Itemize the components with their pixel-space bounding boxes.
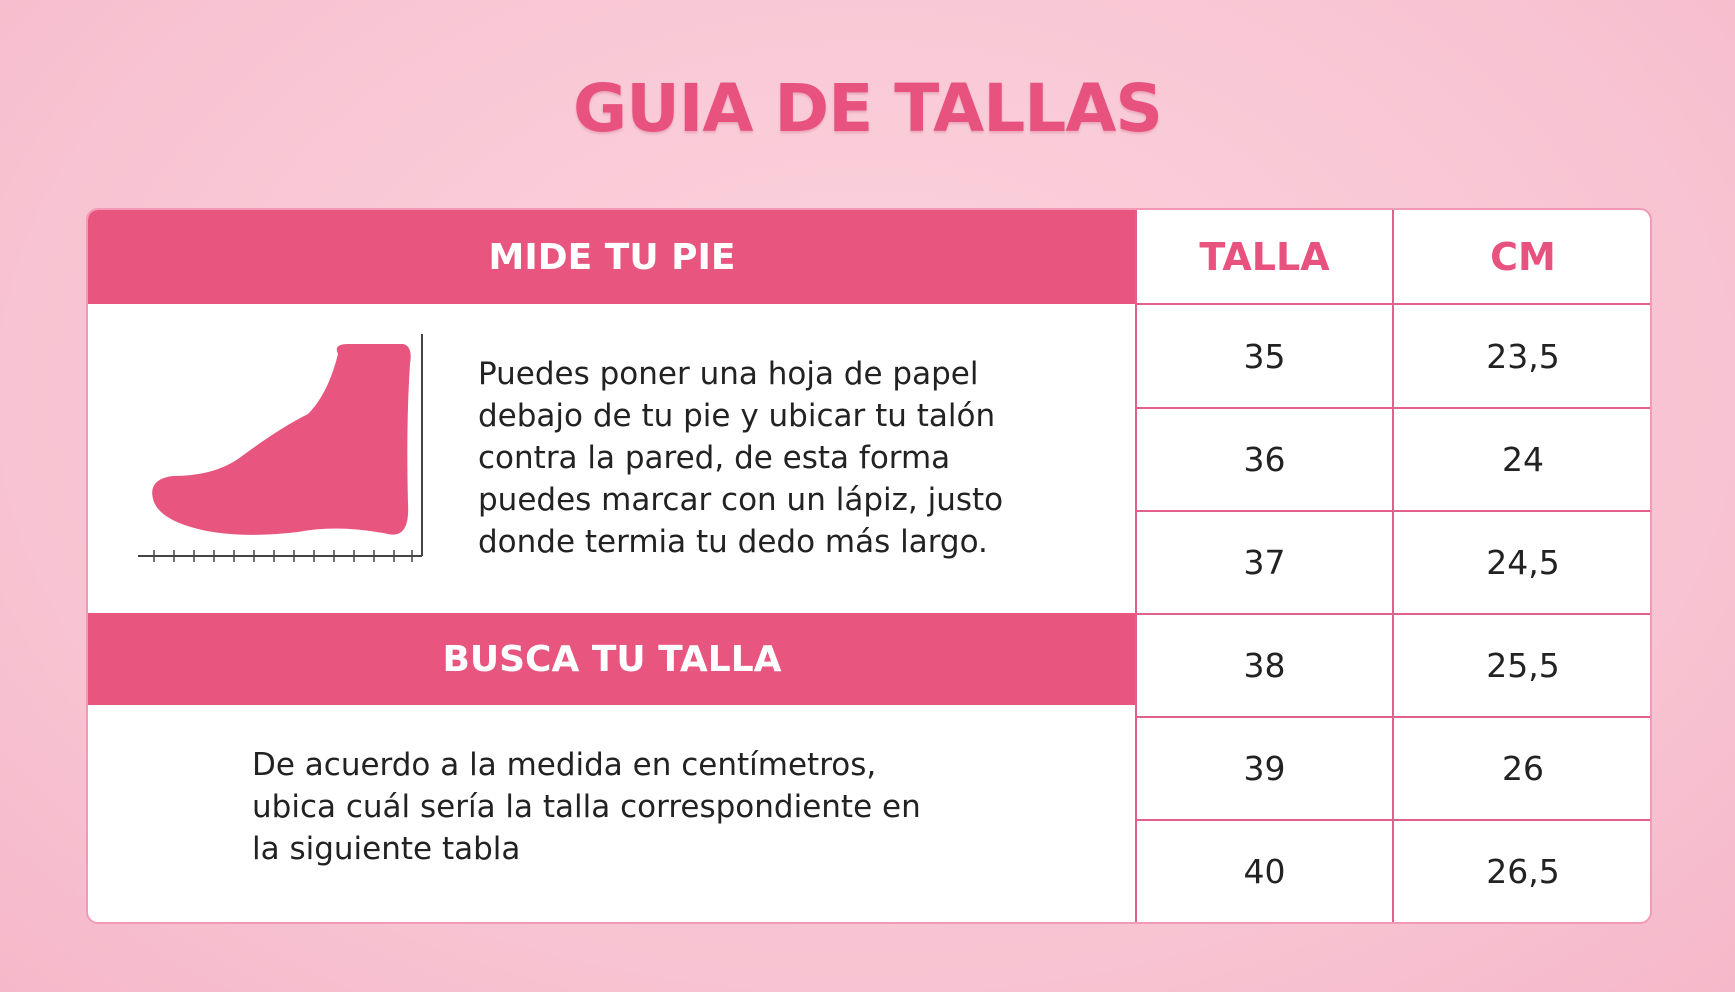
divider <box>1392 210 1394 922</box>
cm-cell: 24,5 <box>1486 543 1560 582</box>
size-cell: 35 <box>1243 336 1286 376</box>
divider <box>1136 510 1650 512</box>
header-cm: CM <box>1490 234 1556 279</box>
divider <box>1136 303 1650 305</box>
size-cell: 37 <box>1243 543 1286 582</box>
cm-cell: 25,5 <box>1486 646 1560 685</box>
find-heading: BUSCA TU TALLA <box>88 613 1136 705</box>
size-cell: 39 <box>1243 749 1286 788</box>
size-cell: 36 <box>1243 440 1286 479</box>
divider <box>1136 407 1650 409</box>
size-guide-card: MIDE TU PIE Puedes poner una hoja de pap… <box>86 208 1652 924</box>
find-instructions: De acuerdo a la medida en centímetros, u… <box>252 747 921 867</box>
cm-cell: 24 <box>1502 440 1544 479</box>
divider <box>1135 210 1137 922</box>
divider <box>1136 819 1650 821</box>
page-title: GUIA DE TALLAS <box>573 70 1163 147</box>
size-cell: 38 <box>1243 646 1286 685</box>
measure-instructions: Puedes poner una hoja de papel debajo de… <box>478 356 1004 560</box>
cm-cell: 26,5 <box>1486 852 1560 891</box>
measure-heading: MIDE TU PIE <box>88 210 1136 304</box>
divider <box>1136 613 1650 615</box>
size-cell: 40 <box>1243 852 1286 891</box>
foot-ruler-icon <box>138 334 423 562</box>
header-talla: TALLA <box>1199 234 1330 279</box>
cm-cell: 23,5 <box>1486 336 1560 376</box>
cm-cell: 26 <box>1502 749 1544 788</box>
divider <box>1136 716 1650 718</box>
